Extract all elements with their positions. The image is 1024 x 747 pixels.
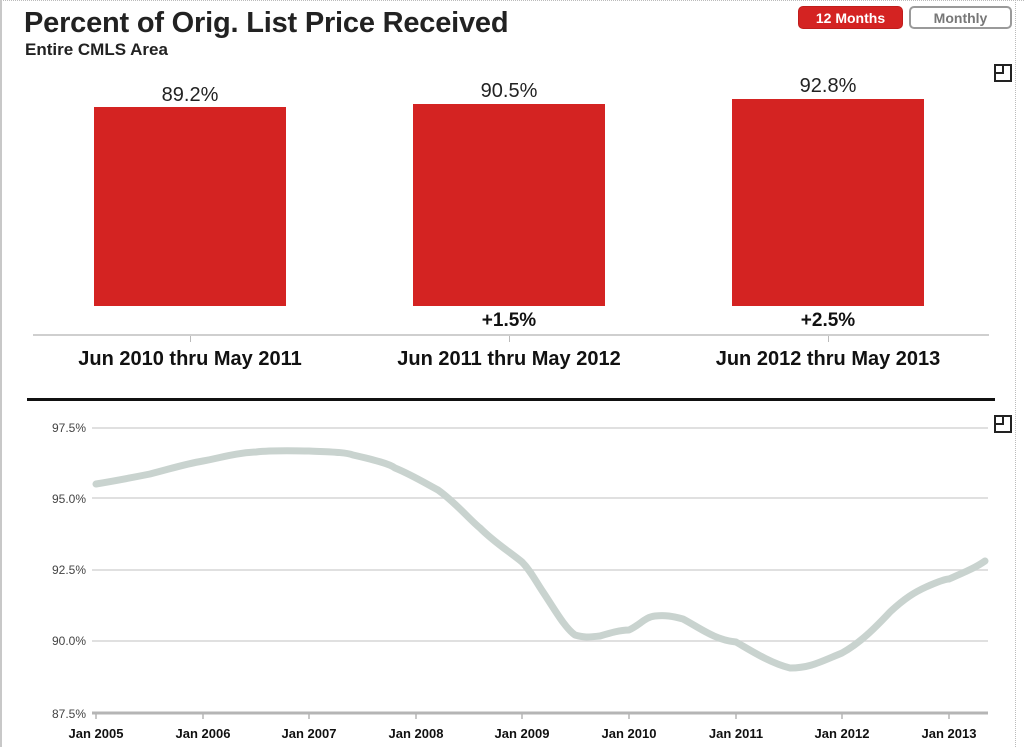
x-axis-label: Jan 2008 xyxy=(388,726,444,741)
expand-icon[interactable] xyxy=(994,415,1012,433)
y-axis-label: 97.5% xyxy=(51,421,86,435)
frame-top-border xyxy=(0,0,1024,1)
bar-axis-tick xyxy=(828,336,829,342)
bar-jun2010-may2011[interactable] xyxy=(94,107,286,306)
bar-category-label: Jun 2010 thru May 2011 xyxy=(78,348,302,370)
x-axis-label: Jan 2006 xyxy=(175,726,231,741)
frame-right-border xyxy=(1015,0,1016,747)
bar-change-label: +2.5% xyxy=(800,310,856,331)
bar-value-label: 92.8% xyxy=(799,75,857,97)
bar-jun2012-may2013[interactable] xyxy=(732,99,924,306)
twelve-months-toggle-button[interactable]: 12 Months xyxy=(798,6,903,29)
y-axis-label: 90.0% xyxy=(51,634,86,648)
x-axis-label: Jan 2011 xyxy=(708,726,764,741)
page-title: Percent of Orig. List Price Received xyxy=(24,7,509,39)
bar-change-label: +1.5% xyxy=(481,310,537,331)
bar-axis-tick xyxy=(190,336,191,342)
frame-left-border xyxy=(0,0,2,747)
bar-jun2011-may2012[interactable] xyxy=(413,104,605,306)
page-subtitle: Entire CMLS Area xyxy=(25,40,168,59)
expand-icon[interactable] xyxy=(994,64,1012,82)
x-axis-label: Jan 2005 xyxy=(68,726,124,741)
bar-x-axis xyxy=(33,334,989,336)
gridlines xyxy=(92,427,988,642)
y-axis-label: 87.5% xyxy=(51,707,86,721)
x-axis-label: Jan 2010 xyxy=(601,726,657,741)
section-divider xyxy=(27,398,995,401)
monthly-toggle-button[interactable]: Monthly xyxy=(909,6,1012,29)
x-axis-label: Jan 2009 xyxy=(494,726,550,741)
data-line xyxy=(92,447,989,672)
bar-axis-tick xyxy=(509,336,510,342)
x-axis-ticks xyxy=(95,713,950,719)
x-axis-label: Jan 2012 xyxy=(814,726,870,741)
x-axis-label: Jan 2007 xyxy=(281,726,337,741)
y-axis-label: 92.5% xyxy=(51,563,86,577)
bar-value-label: 89.2% xyxy=(161,84,219,106)
y-axis-label: 95.0% xyxy=(51,492,86,506)
bar-value-label: 90.5% xyxy=(480,80,538,102)
x-axis-label: Jan 2013 xyxy=(921,726,977,741)
bar-category-label: Jun 2011 thru May 2012 xyxy=(397,348,621,370)
bar-category-label: Jun 2012 thru May 2013 xyxy=(715,348,941,370)
